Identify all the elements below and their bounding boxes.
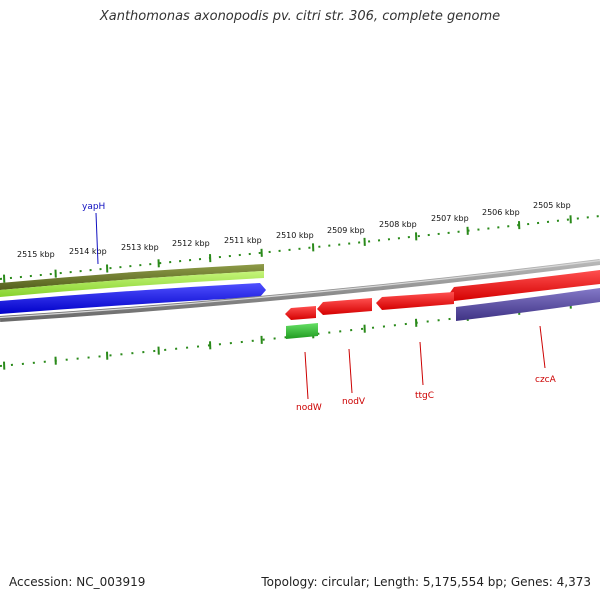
scale-label: 2506 kbp [482,208,520,217]
gene-label-nodW: nodW [296,403,322,413]
ttgC-feature[interactable] [376,292,454,310]
nodW-feature[interactable] [285,306,316,320]
ttgC-leader [420,342,423,385]
scale-label: 2507 kbp [431,214,469,223]
scale-label: 2514 kbp [69,247,107,256]
nodW-leader [305,352,308,399]
scale-label: 2509 kbp [327,226,365,235]
nodV-leader [349,349,352,393]
nodV-feature[interactable] [317,298,372,315]
yapH-leader [96,213,98,264]
scale-label: 2511 kbp [224,236,262,245]
scale-label: 2510 kbp [276,231,314,240]
genome-summary: Topology: circular; Length: 5,175,554 bp… [261,575,591,589]
accession-label: Accession: NC_003919 [9,575,145,589]
gene-label-nodV: nodV [342,397,366,407]
scale-label: 2508 kbp [379,220,417,229]
gene-label-czcA: czcA [535,375,557,385]
gene-label-yapH: yapH [82,202,105,212]
scale-label: 2515 kbp [17,250,55,259]
czcA-leader [540,326,545,368]
gene-label-ttgC: ttgC [415,391,434,401]
scale-label: 2513 kbp [121,243,159,252]
scale-label: 2505 kbp [533,201,571,210]
genome-title: Xanthomonas axonopodis pv. citri str. 30… [0,9,600,24]
scale-label: 2512 kbp [172,239,210,248]
